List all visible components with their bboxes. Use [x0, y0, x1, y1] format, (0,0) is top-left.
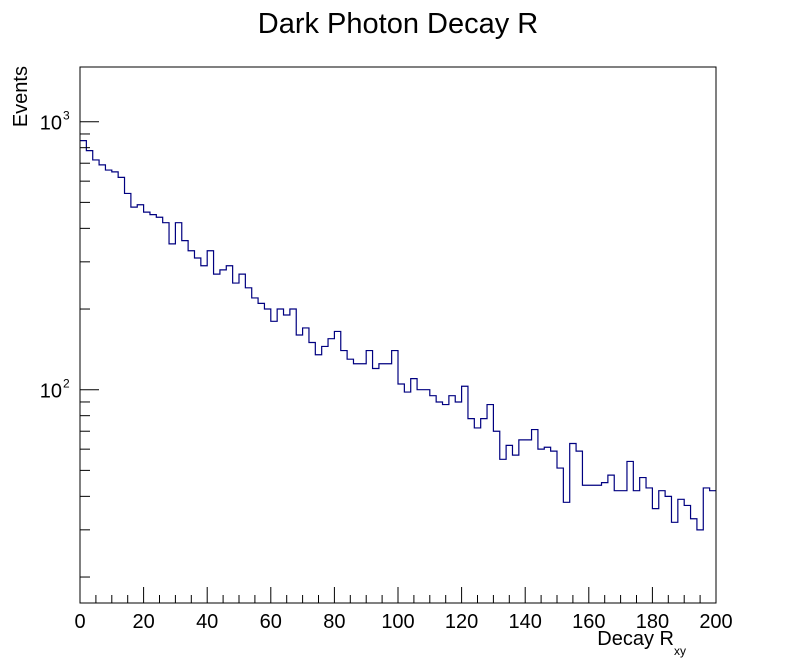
- x-tick-label: 40: [196, 611, 218, 633]
- x-axis-label-main: Decay R: [597, 628, 674, 650]
- y-axis-label: Events: [10, 66, 32, 127]
- y-tick-label-exponent: 2: [63, 377, 70, 391]
- x-tick-label: 120: [445, 611, 478, 633]
- chart-title: Dark Photon Decay R: [258, 8, 538, 40]
- x-tick-label: 0: [74, 611, 85, 633]
- x-tick-label: 140: [509, 611, 542, 633]
- x-tick-label: 60: [260, 611, 282, 633]
- histogram-series-line: [80, 140, 716, 531]
- x-axis-label: Decay Rxy: [597, 628, 686, 658]
- y-tick-label-exponent: 3: [63, 109, 70, 123]
- y-tick-label-base: 10: [40, 113, 62, 135]
- x-tick-label: 160: [572, 611, 605, 633]
- y-tick-label-base: 10: [40, 381, 62, 403]
- x-tick-label: 100: [381, 611, 414, 633]
- x-tick-label: 200: [699, 611, 732, 633]
- x-tick-label: 20: [132, 611, 154, 633]
- x-axis-label-subscript: xy: [674, 644, 686, 658]
- x-tick-label: 80: [323, 611, 345, 633]
- x-tick-label: 180: [636, 611, 669, 633]
